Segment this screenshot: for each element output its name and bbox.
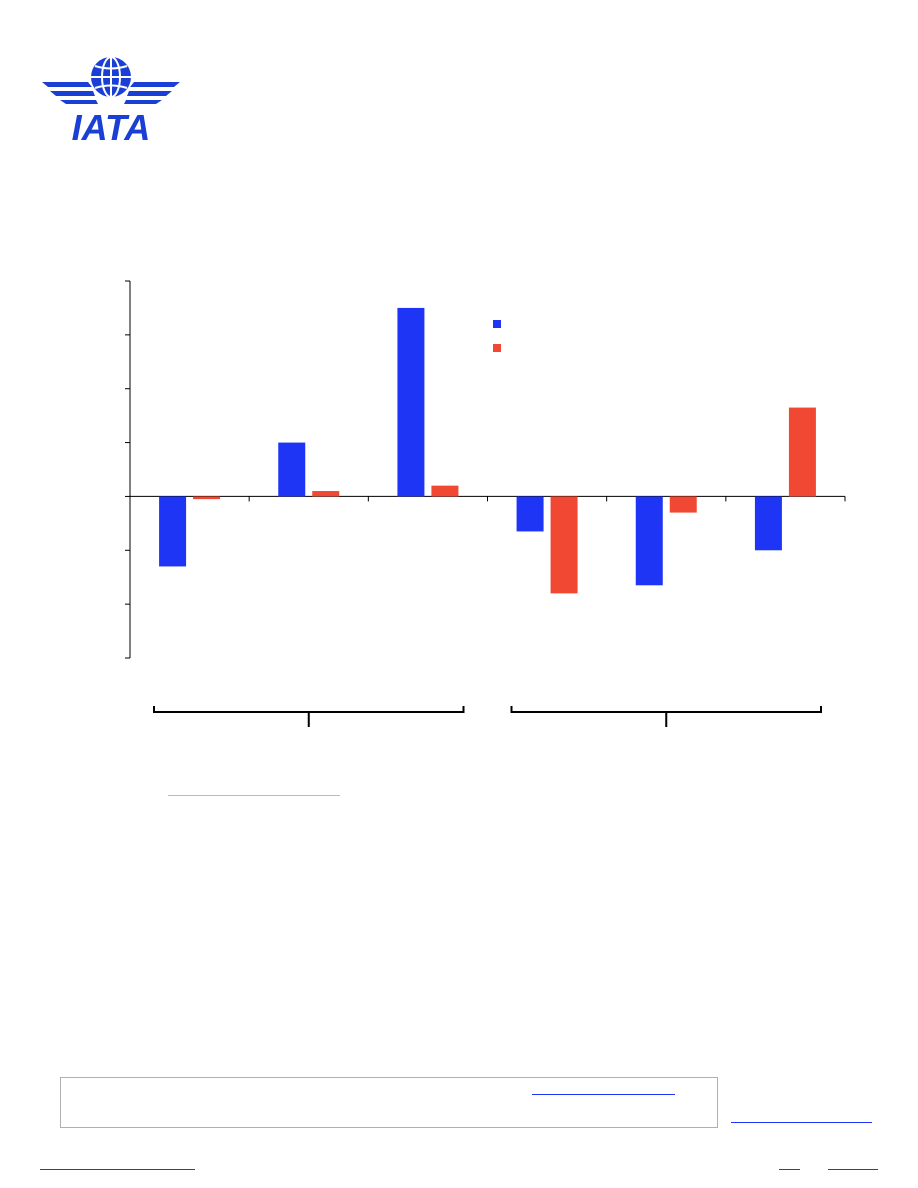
bar-series1-4 [516, 496, 544, 532]
legend [493, 320, 501, 352]
group-bracket-2 [510, 706, 822, 727]
legend-swatch-series1 [493, 320, 501, 328]
right-side-link[interactable] [731, 1122, 872, 1123]
bar-series2-6 [788, 407, 816, 497]
logo-wordmark: IATA [72, 107, 151, 144]
bar-series2-4 [550, 496, 578, 594]
bar-series1-1 [159, 496, 187, 567]
bottom-left-link[interactable] [40, 1169, 195, 1170]
bar-series2-5 [669, 496, 697, 513]
bar-series1-6 [754, 496, 782, 551]
bar-series1-5 [635, 496, 663, 586]
y-axis [125, 280, 131, 659]
source-link[interactable] [168, 795, 340, 796]
bar-series2-1 [193, 496, 221, 500]
x-axis [130, 495, 846, 502]
bars [159, 307, 816, 594]
wings-icon [42, 82, 180, 104]
bar-series1-2 [278, 442, 306, 497]
bar-series2-3 [431, 485, 459, 497]
globe-icon [91, 56, 131, 98]
bottom-right-link-1[interactable] [779, 1169, 800, 1170]
group-bracket-1 [153, 706, 465, 727]
bar-series1-3 [397, 307, 425, 497]
bottom-right-link-2[interactable] [828, 1169, 878, 1170]
bar-chart [125, 280, 846, 727]
footer-notice-box [60, 1077, 718, 1128]
legend-swatch-series2 [493, 344, 501, 352]
footer-notice-link[interactable] [532, 1094, 675, 1095]
group-brackets [153, 706, 822, 727]
bar-series2-2 [312, 491, 340, 497]
iata-logo: IATA [42, 56, 180, 144]
